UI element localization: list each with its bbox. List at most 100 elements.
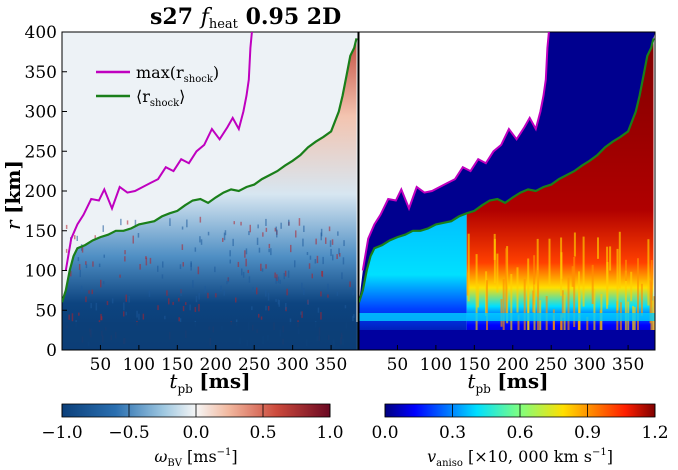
- noise-speck: [352, 288, 354, 296]
- x-tick-label: 350: [612, 355, 644, 375]
- noise-speck: [285, 303, 287, 310]
- noise-speck: [200, 239, 203, 245]
- noise-speck: [85, 261, 87, 265]
- noise-speck: [265, 264, 267, 269]
- noise-speck: [290, 244, 292, 253]
- streak: [563, 294, 566, 350]
- left-shocked-region: [62, 38, 357, 350]
- streak: [536, 238, 539, 297]
- streak: [567, 277, 570, 332]
- colorbar-tick-label: 0.0: [182, 423, 209, 443]
- noise-speck: [314, 259, 317, 264]
- noise-speck: [179, 318, 182, 323]
- noise-speck: [248, 231, 250, 236]
- streak: [537, 270, 540, 339]
- noise-speck: [229, 259, 231, 264]
- streak: [647, 239, 650, 306]
- noise-speck: [98, 263, 101, 268]
- noise-speck: [327, 294, 329, 298]
- noise-speck: [311, 273, 313, 279]
- noise-speck: [262, 232, 264, 237]
- noise-speck: [102, 225, 104, 232]
- colorbar-tick-label: 0.0: [371, 423, 398, 443]
- legend-label-max: max(rshock): [136, 63, 219, 85]
- x-tick-label: 100: [420, 355, 452, 375]
- noise-speck: [125, 311, 127, 316]
- right-heatmap: [359, 32, 655, 350]
- noise-speck: [138, 313, 140, 320]
- colorbar-tick-label: 0.6: [506, 423, 533, 443]
- left-panel: 0 50 100 150 200 250 300 350 400 50 100 150 200 250 3…: [1, 23, 359, 396]
- noise-speck: [182, 306, 185, 312]
- noise-speck: [260, 263, 262, 271]
- noise-speck: [214, 266, 216, 273]
- x-tick-label: 250: [238, 355, 270, 375]
- noise-speck: [197, 266, 200, 275]
- streak: [591, 264, 594, 305]
- noise-speck: [268, 248, 270, 253]
- colorbar-tick-label: 0.9: [574, 423, 601, 443]
- x-tick-label: 300: [573, 355, 605, 375]
- noise-speck: [186, 219, 188, 228]
- noise-speck: [194, 307, 197, 313]
- noise-speck: [353, 314, 355, 318]
- noise-speck: [256, 287, 258, 295]
- noise-speck: [284, 270, 287, 277]
- left-colorbar: −1.0 −0.5 0.0 0.5 1.0 ωBV [ms−1]: [41, 403, 344, 469]
- streak: [532, 290, 535, 313]
- left-ylabel: r [km]: [1, 160, 25, 230]
- noise-speck: [91, 289, 93, 295]
- noise-speck: [102, 281, 105, 285]
- noise-speck: [287, 270, 290, 278]
- noise-speck: [222, 237, 224, 242]
- streak: [632, 305, 635, 350]
- noise-speck: [65, 248, 68, 253]
- noise-speck: [65, 224, 68, 229]
- right-colorbar-ticks: 0.0 0.3 0.6 0.9 1.2: [371, 404, 669, 443]
- noise-speck: [249, 224, 251, 233]
- noise-speck: [136, 310, 138, 318]
- noise-speck: [279, 279, 281, 284]
- noise-speck: [207, 231, 210, 236]
- streak: [627, 301, 630, 350]
- noise-speck: [300, 311, 302, 315]
- right-panel: 50 100 150 200 250 300 350 tpb [ms]: [358, 31, 656, 398]
- noise-speck: [274, 272, 276, 279]
- right-xlabel: tpb [ms]: [467, 369, 548, 398]
- left-heatmap: [62, 32, 358, 350]
- streak: [539, 300, 542, 350]
- noise-speck: [132, 235, 134, 244]
- streak: [573, 257, 576, 328]
- noise-speck: [278, 300, 280, 307]
- noise-speck: [139, 264, 141, 270]
- x-tick-label: 50: [387, 355, 409, 375]
- max-shock-line: [64, 32, 253, 271]
- right-colorbar-label: vaniso [×10, 000 km s−1]: [427, 447, 613, 470]
- noise-speck: [268, 243, 271, 249]
- noise-speck: [320, 291, 322, 297]
- noise-speck: [181, 226, 184, 230]
- x-tick-label: 150: [458, 355, 490, 375]
- noise-speck: [283, 273, 285, 280]
- noise-speck: [235, 297, 237, 303]
- legend: max(rshock) ⟨rshock⟩: [96, 63, 219, 109]
- noise-speck: [342, 257, 345, 265]
- noise-speck: [317, 307, 320, 313]
- noise-speck: [233, 221, 235, 225]
- streak: [597, 237, 599, 259]
- noise-speck: [332, 254, 334, 261]
- streak: [625, 259, 627, 281]
- noise-speck: [199, 216, 202, 223]
- noise-speck: [226, 280, 228, 285]
- noise-speck: [320, 312, 322, 320]
- noise-speck: [258, 247, 261, 253]
- right-unshocked-region: [359, 32, 655, 303]
- noise-speck: [267, 292, 270, 301]
- noise-speck: [78, 312, 80, 316]
- noise-speck: [224, 230, 227, 236]
- noise-speck: [128, 295, 130, 303]
- noise-speck: [294, 260, 296, 268]
- noise-speck: [76, 235, 78, 242]
- noise-speck: [265, 218, 267, 226]
- noise-speck: [180, 289, 182, 297]
